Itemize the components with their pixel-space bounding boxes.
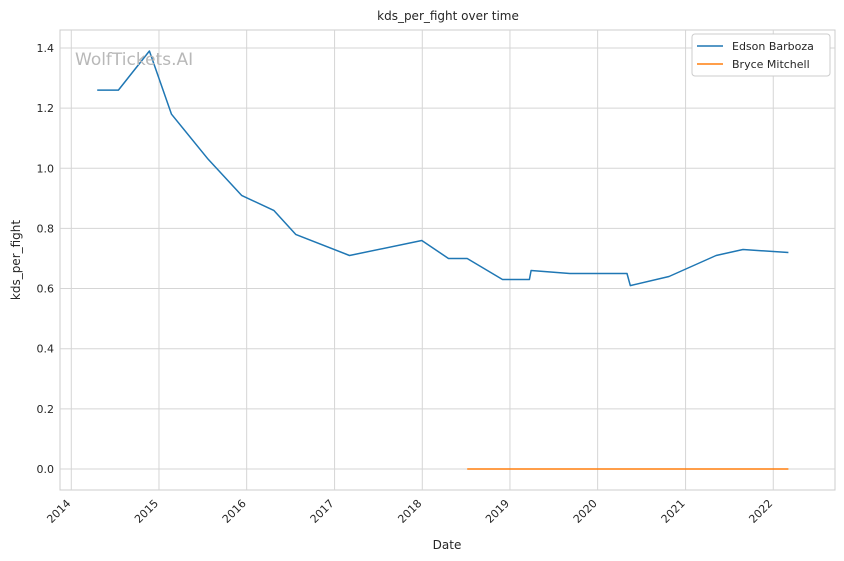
y-tick-label: 0.2 <box>37 403 55 416</box>
x-tick-label: 2019 <box>483 497 512 526</box>
x-tick-label: 2018 <box>395 497 424 526</box>
x-axis-label: Date <box>433 538 462 552</box>
x-tick-label: 2017 <box>308 497 337 526</box>
x-tick-label: 2015 <box>132 497 161 526</box>
chart-title: kds_per_fight over time <box>377 9 519 23</box>
x-tick-label: 2016 <box>220 497 249 526</box>
x-tick-label: 2014 <box>44 497 73 526</box>
y-tick-label: 0.4 <box>37 343 55 356</box>
x-gridlines <box>70 30 774 490</box>
y-tick-label: 1.2 <box>37 102 55 115</box>
x-tick-label: 2020 <box>571 497 600 526</box>
legend-label-edson-barboza: Edson Barboza <box>732 40 814 53</box>
series-layer <box>97 50 789 470</box>
y-tick-label: 0.8 <box>37 222 55 235</box>
legend: Edson Barboza Bryce Mitchell <box>691 33 831 77</box>
legend-label-bryce-mitchell: Bryce Mitchell <box>732 58 810 71</box>
y-tick-label: 1.0 <box>37 162 55 175</box>
y-axis-label: kds_per_fight <box>9 220 23 301</box>
y-tick-label: 1.4 <box>37 42 55 55</box>
x-tick-labels: 2014 2015 2016 2017 2018 2019 2020 2021 2022 <box>44 497 775 526</box>
watermark: WolfTickets.AI <box>75 50 193 70</box>
y-tick-labels: 0.0 0.2 0.4 0.6 0.8 1.0 1.2 1.4 <box>37 42 55 476</box>
series-line-edson-barboza <box>97 50 789 287</box>
y-tick-label: 0.0 <box>37 463 55 476</box>
y-tick-label: 0.6 <box>37 283 55 296</box>
x-tick-label: 2021 <box>659 497 688 526</box>
plot-frame <box>59 29 836 491</box>
legend-box <box>691 33 831 77</box>
x-tick-label: 2022 <box>746 497 775 526</box>
